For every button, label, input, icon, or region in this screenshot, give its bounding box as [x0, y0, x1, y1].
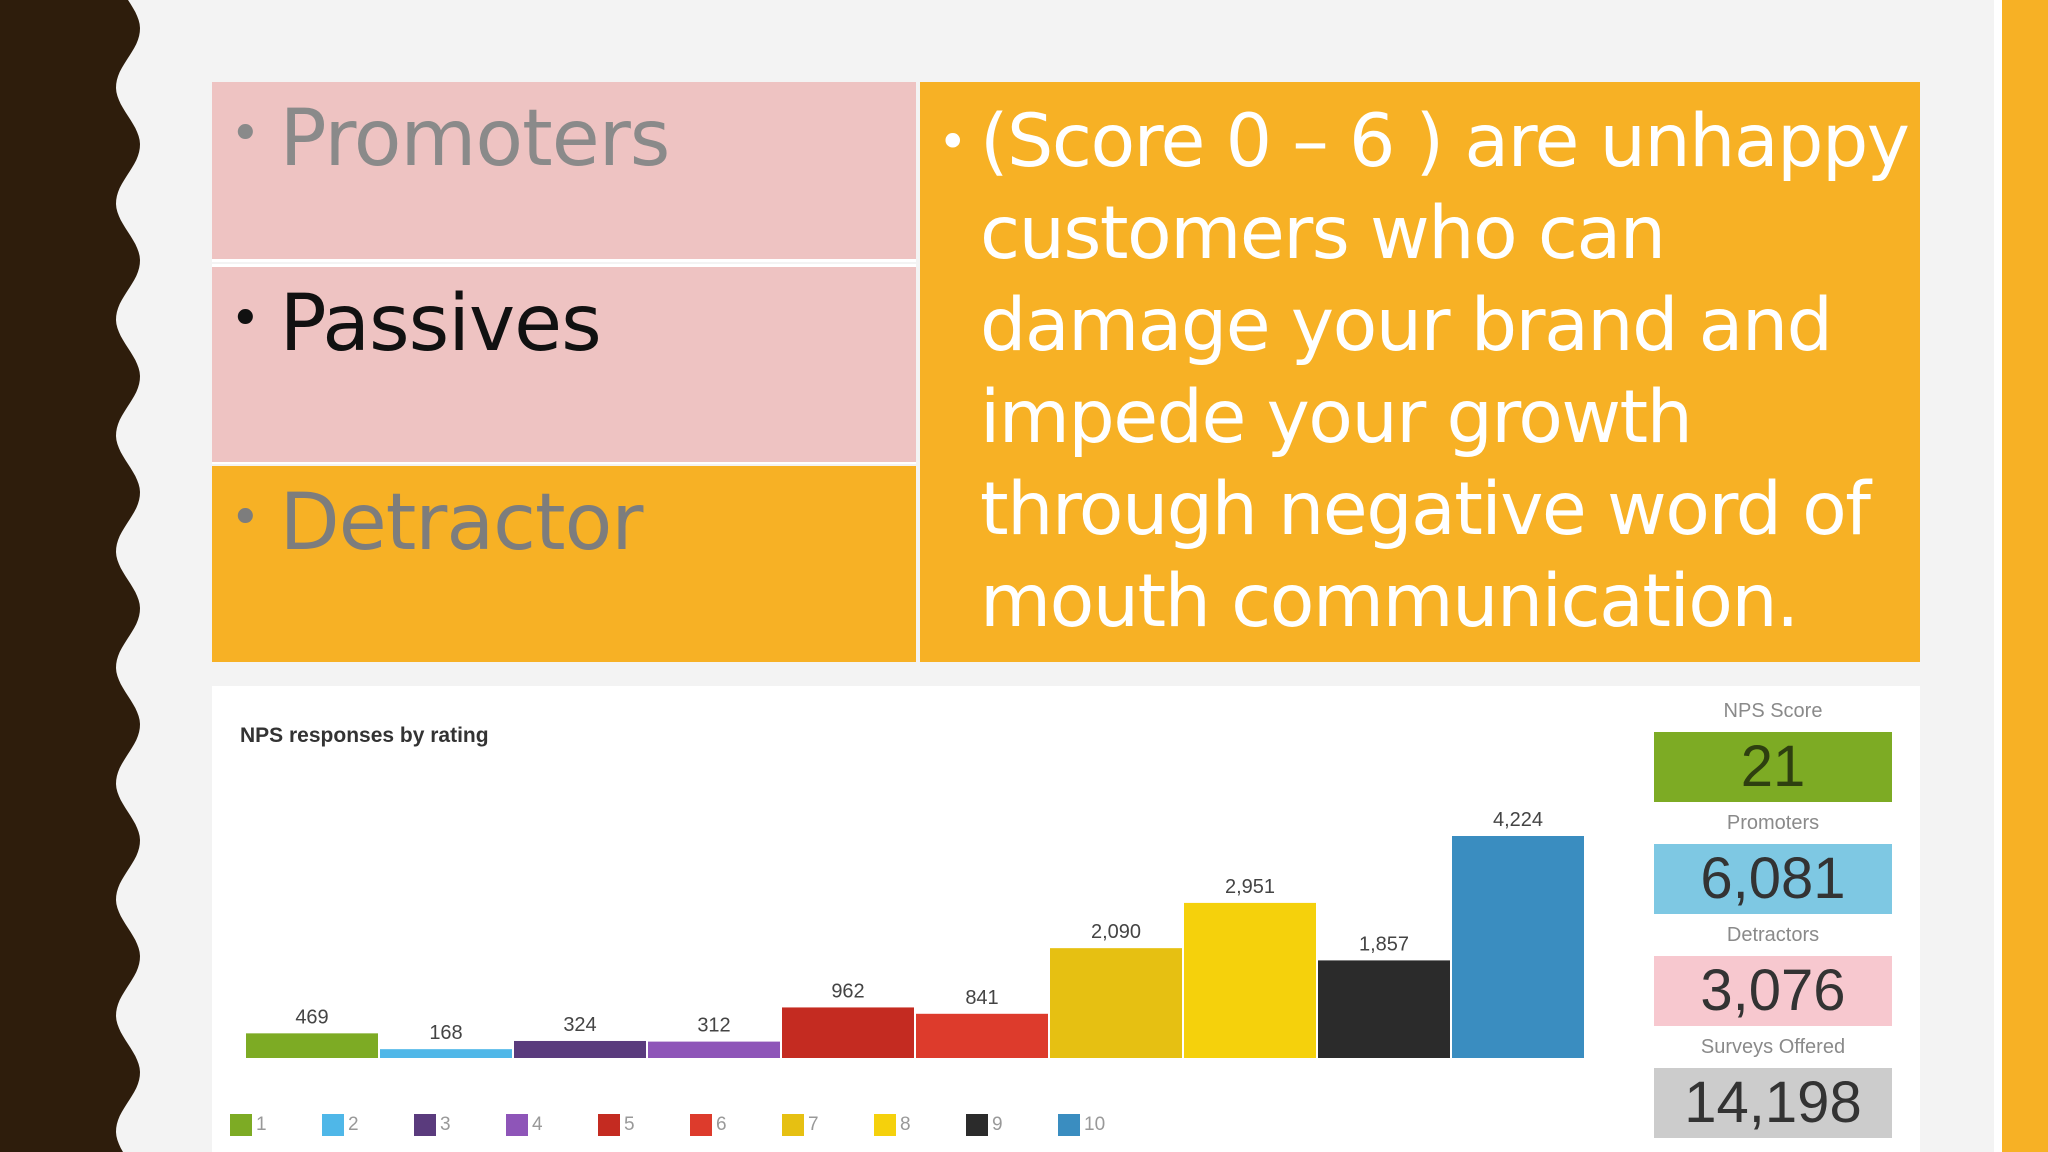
promoters-stat-label: Promoters [1726, 812, 1820, 834]
right-accent-stripe [2002, 0, 2048, 1152]
legend-item-6: 6 [690, 1114, 727, 1140]
bar-value-label: 324 [563, 1014, 596, 1036]
surveys-offered-label: Surveys Offered [1700, 1036, 1846, 1058]
detractor-label: Detractor [279, 478, 644, 568]
nps-bar-chart: 469 168 324 312 962 841 2,090 2,951 1,857 4,224 [246, 809, 1584, 1058]
legend-swatch [690, 1114, 712, 1136]
legend-item-3: 3 [414, 1114, 451, 1140]
bar-value-label: 841 [965, 987, 998, 1009]
legend-item-7: 7 [782, 1114, 819, 1140]
legend-label: 5 [624, 1114, 635, 1136]
bar-rating-2 [380, 1049, 512, 1058]
legend-swatch [414, 1114, 436, 1136]
bar-rating-7 [1050, 948, 1182, 1058]
bullet: • [938, 113, 968, 171]
bullet: • [230, 488, 261, 548]
legend-swatch [966, 1114, 988, 1136]
promoters-box: • Promoters [212, 82, 916, 262]
bar-value-label: 168 [429, 1022, 462, 1044]
description-text: (Score 0 – 6 ) are unhappy customers who… [980, 99, 1910, 644]
nps-score-value: 21 [1654, 732, 1892, 802]
bar-value-label: 312 [697, 1015, 730, 1037]
bar-value-label: 962 [831, 980, 864, 1002]
bar-rating-4 [648, 1041, 780, 1058]
bar-value-label: 1,857 [1359, 933, 1409, 955]
legend-item-1: 1 [230, 1114, 267, 1140]
legend-label: 3 [440, 1114, 451, 1136]
detractor-box: • Detractor [212, 466, 916, 662]
passives-label: Passives [279, 279, 602, 369]
legend-label: 10 [1084, 1114, 1106, 1136]
wavy-left-border [0, 0, 140, 1152]
legend-swatch [1058, 1114, 1080, 1136]
bar-value-label: 2,951 [1225, 876, 1275, 898]
right-border-gap [1994, 0, 2002, 1152]
detractors-stat-value: 3,076 [1654, 956, 1892, 1026]
legend-swatch [506, 1114, 528, 1136]
legend-label: 4 [532, 1114, 543, 1136]
legend-swatch [598, 1114, 620, 1136]
legend-label: 2 [348, 1114, 359, 1136]
legend-item-5: 5 [598, 1114, 635, 1140]
bar-value-label: 469 [295, 1006, 328, 1028]
chart-title: NPS responses by rating [240, 724, 489, 747]
legend-item-2: 2 [322, 1114, 359, 1140]
legend-swatch [230, 1114, 252, 1136]
detractors-stat-label: Detractors [1726, 924, 1820, 946]
legend-item-10: 10 [1058, 1114, 1105, 1140]
description-box: • (Score 0 – 6 ) are unhappy customers w… [920, 82, 1920, 662]
legend-swatch [322, 1114, 344, 1136]
bar-rating-6 [916, 1013, 1048, 1058]
legend-item-4: 4 [506, 1114, 543, 1140]
bar-rating-10 [1452, 836, 1584, 1058]
legend-label: 6 [716, 1114, 727, 1136]
bar-rating-9 [1318, 960, 1450, 1058]
legend-label: 7 [808, 1114, 819, 1136]
legend-label: 9 [992, 1114, 1003, 1136]
legend-item-8: 8 [874, 1114, 911, 1140]
legend-item-9: 9 [966, 1114, 1003, 1140]
promoters-stat-value: 6,081 [1654, 844, 1892, 914]
bar-rating-3 [514, 1040, 646, 1058]
bar-rating-5 [782, 1007, 914, 1058]
nps-score-label: NPS Score [1723, 700, 1823, 722]
bar-rating-1 [246, 1033, 378, 1058]
bar-value-label: 4,224 [1493, 809, 1543, 831]
bar-rating-8 [1184, 902, 1316, 1058]
passives-box: • Passives [212, 264, 916, 464]
surveys-offered-value: 14,198 [1654, 1068, 1892, 1138]
legend-label: 1 [256, 1114, 267, 1136]
bar-value-label: 2,090 [1091, 921, 1141, 943]
promoters-label: Promoters [279, 94, 671, 184]
bullet: • [230, 104, 261, 164]
bullet: • [230, 289, 261, 349]
legend-swatch [782, 1114, 804, 1136]
legend-label: 8 [900, 1114, 911, 1136]
legend-swatch [874, 1114, 896, 1136]
nps-chart-panel: 469 168 324 312 962 841 2,090 2,951 1,857 4,224 N… [212, 686, 1920, 1152]
